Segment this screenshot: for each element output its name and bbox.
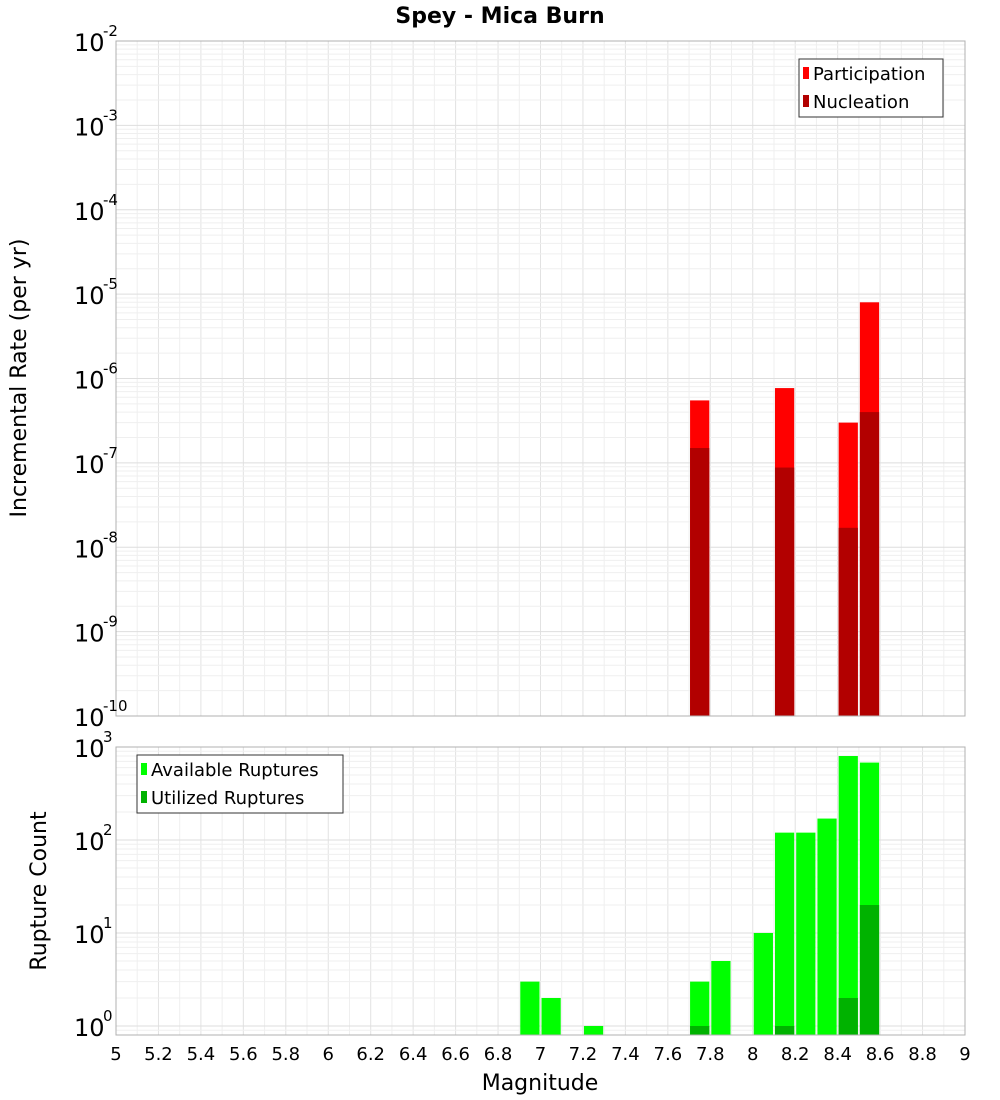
rate-plot-bars (690, 302, 880, 716)
x-tick-label: 7.2 (569, 1044, 598, 1065)
rate-y-axis-label: Incremental Rate (per yr) (7, 239, 32, 518)
legend-utilized-swatch (141, 791, 147, 803)
count-bar-utilized-ruptures (690, 1025, 710, 1035)
x-tick-label: 6.8 (484, 1044, 513, 1065)
rate-y-tick-label: 10 (74, 367, 105, 395)
count-bar-available-ruptures (774, 832, 795, 1035)
x-tick-label: 8.8 (908, 1044, 937, 1065)
x-tick-label: 8.4 (823, 1044, 852, 1065)
count-plot-bars (520, 756, 880, 1035)
count-bar-available-ruptures (753, 932, 773, 1035)
rate-bar-nucleation (690, 448, 710, 716)
rate-y-tick-label: 10 (74, 282, 105, 310)
rate-y-tick-label: 10 (74, 451, 105, 479)
rate-y-tick-label: 10 (74, 620, 105, 648)
count-bar-utilized-ruptures (838, 997, 858, 1035)
count-plot-frame (115, 746, 966, 1036)
rate-y-tick-exponent: -7 (103, 444, 118, 462)
rate-y-tick-exponent: -2 (103, 22, 118, 40)
legend-utilized-label: Utilized Ruptures (151, 788, 304, 809)
count-y-tick-label: 10 (74, 1014, 105, 1042)
count-y-tick-label: 10 (74, 828, 105, 856)
rate-legend: Participation Nucleation (798, 58, 944, 118)
x-tick-label: 9 (959, 1044, 970, 1065)
count-legend: Available Ruptures Utilized Ruptures (136, 754, 344, 814)
rate-y-tick-label: 10 (74, 704, 105, 732)
x-tick-label: 8.2 (781, 1044, 810, 1065)
x-axis-label: Magnitude (482, 1071, 599, 1096)
x-tick-label: 8.6 (866, 1044, 895, 1065)
x-tick-label: 6.4 (399, 1044, 428, 1065)
x-tick-label: 5.8 (271, 1044, 300, 1065)
count-bar-available-ruptures (541, 997, 561, 1035)
rate-y-tick-exponent: -8 (103, 528, 118, 546)
chart-title: Spey - Mica Burn (395, 4, 604, 29)
count-bar-utilized-ruptures (774, 1025, 795, 1035)
legend-nucleation-swatch (803, 95, 809, 107)
rate-y-tick-label: 10 (74, 29, 105, 57)
count-bar-available-ruptures (690, 981, 710, 1035)
x-tick-label: 5.4 (187, 1044, 216, 1065)
legend-available-swatch (141, 763, 147, 775)
count-y-tick-label: 10 (74, 921, 105, 949)
count-y-tick-exponent: 0 (103, 1007, 113, 1025)
rate-y-tick-exponent: -3 (103, 106, 118, 124)
legend-participation-swatch (803, 67, 809, 79)
rate-y-tick-exponent: -10 (103, 697, 128, 715)
x-tick-label: 7 (535, 1044, 546, 1065)
x-tick-label: 5.2 (144, 1044, 173, 1065)
count-bar-available-ruptures (817, 818, 837, 1035)
rate-bar-nucleation (838, 527, 858, 716)
count-y-axis-label: Rupture Count (27, 811, 52, 971)
rate-bar-nucleation (774, 467, 795, 716)
legend-nucleation-label: Nucleation (813, 92, 909, 113)
x-tick-label: 5.6 (229, 1044, 258, 1065)
x-tick-label: 6.2 (356, 1044, 385, 1065)
legend-available-label: Available Ruptures (151, 760, 319, 781)
count-y-tick-exponent: 3 (103, 728, 113, 746)
count-bar-utilized-ruptures (859, 904, 880, 1035)
rate-plot-grid (115, 40, 966, 717)
count-bar-available-ruptures (838, 756, 858, 1035)
count-bar-available-ruptures (711, 960, 731, 1035)
count-legend-box (136, 754, 344, 814)
x-tick-label: 5 (110, 1044, 121, 1065)
x-tick-label: 7.4 (611, 1044, 640, 1065)
rate-y-tick-exponent: -6 (103, 360, 118, 378)
rate-plot-frame (115, 40, 966, 717)
x-tick-labels: 5 5.2 5.4 5.6 5.8 6 6.2 6.4 6.6 6.8 7 7.2 7.4 7.6 7.8 8… (110, 1044, 970, 1065)
x-tick-label: 6.6 (441, 1044, 470, 1065)
rate-y-tick-label: 10 (74, 198, 105, 226)
rate-y-tick-exponent: -4 (103, 191, 118, 209)
count-bar-available-ruptures (796, 832, 816, 1035)
legend-participation-label: Participation (813, 64, 925, 85)
rate-bar-nucleation (859, 412, 880, 716)
count-y-tick-exponent: 2 (103, 821, 113, 839)
rate-y-tick-exponent: -5 (103, 275, 118, 293)
count-bar-available-ruptures (583, 1025, 604, 1035)
rate-y-tick-label: 10 (74, 113, 105, 141)
rate-legend-box (798, 58, 944, 118)
count-y-tick-exponent: 1 (103, 914, 113, 932)
x-tick-label: 7.6 (654, 1044, 683, 1065)
count-y-tick-label: 10 (74, 735, 105, 763)
x-tick-label: 6 (323, 1044, 334, 1065)
count-bar-available-ruptures (520, 981, 540, 1035)
x-tick-label: 8 (747, 1044, 758, 1065)
rate-y-tick-exponent: -9 (103, 613, 118, 631)
x-tick-label: 7.8 (696, 1044, 725, 1065)
rate-y-tick-label: 10 (74, 535, 105, 563)
